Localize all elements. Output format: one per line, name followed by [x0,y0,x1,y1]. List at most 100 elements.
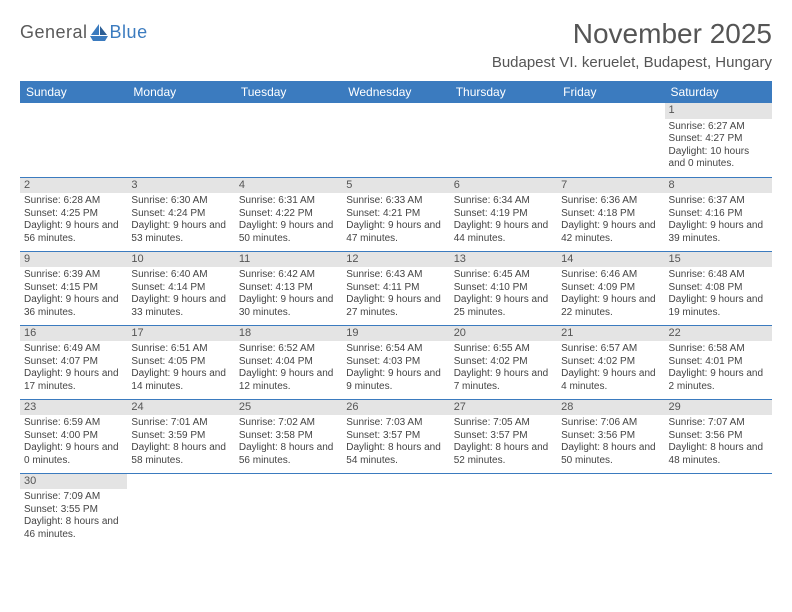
calendar-day-empty [235,103,342,177]
calendar-day: 21Sunrise: 6:57 AMSunset: 4:02 PMDayligh… [557,325,664,399]
day-number: 2 [20,178,127,194]
calendar-day: 28Sunrise: 7:06 AMSunset: 3:56 PMDayligh… [557,399,664,473]
calendar-day: 5Sunrise: 6:33 AMSunset: 4:21 PMDaylight… [342,177,449,251]
day-info: Sunrise: 7:02 AMSunset: 3:58 PMDaylight:… [239,417,338,467]
day-info: Sunrise: 6:33 AMSunset: 4:21 PMDaylight:… [346,195,445,245]
weekday-header: Thursday [450,81,557,103]
day-number: 28 [557,400,664,416]
calendar-day: 15Sunrise: 6:48 AMSunset: 4:08 PMDayligh… [665,251,772,325]
calendar-day: 12Sunrise: 6:43 AMSunset: 4:11 PMDayligh… [342,251,449,325]
calendar-day-empty [342,473,449,547]
weekday-header: Saturday [665,81,772,103]
day-number: 3 [127,178,234,194]
day-info: Sunrise: 6:52 AMSunset: 4:04 PMDaylight:… [239,343,338,393]
calendar-day: 23Sunrise: 6:59 AMSunset: 4:00 PMDayligh… [20,399,127,473]
calendar-day: 30Sunrise: 7:09 AMSunset: 3:55 PMDayligh… [20,473,127,547]
location-subtitle: Budapest VI. keruelet, Budapest, Hungary [492,54,772,71]
day-number: 11 [235,252,342,268]
day-number: 16 [20,326,127,342]
day-info: Sunrise: 7:07 AMSunset: 3:56 PMDaylight:… [669,417,768,467]
day-info: Sunrise: 6:36 AMSunset: 4:18 PMDaylight:… [561,195,660,245]
calendar-day: 29Sunrise: 7:07 AMSunset: 3:56 PMDayligh… [665,399,772,473]
calendar-week: 9Sunrise: 6:39 AMSunset: 4:15 PMDaylight… [20,251,772,325]
sailboat-icon [88,23,110,43]
calendar-day-empty [235,473,342,547]
day-info: Sunrise: 6:34 AMSunset: 4:19 PMDaylight:… [454,195,553,245]
day-info: Sunrise: 6:58 AMSunset: 4:01 PMDaylight:… [669,343,768,393]
day-number: 5 [342,178,449,194]
calendar-day: 18Sunrise: 6:52 AMSunset: 4:04 PMDayligh… [235,325,342,399]
day-number: 8 [665,178,772,194]
day-number: 7 [557,178,664,194]
day-info: Sunrise: 6:55 AMSunset: 4:02 PMDaylight:… [454,343,553,393]
calendar-day-empty [20,103,127,177]
day-number: 14 [557,252,664,268]
calendar-week: 30Sunrise: 7:09 AMSunset: 3:55 PMDayligh… [20,473,772,547]
day-number: 22 [665,326,772,342]
day-number: 9 [20,252,127,268]
day-info: Sunrise: 6:37 AMSunset: 4:16 PMDaylight:… [669,195,768,245]
day-number: 15 [665,252,772,268]
day-info: Sunrise: 6:48 AMSunset: 4:08 PMDaylight:… [669,269,768,319]
calendar-week: 1Sunrise: 6:27 AMSunset: 4:27 PMDaylight… [20,103,772,177]
logo: General Blue [20,22,148,43]
calendar-day: 2Sunrise: 6:28 AMSunset: 4:25 PMDaylight… [20,177,127,251]
weekday-header: Sunday [20,81,127,103]
day-info: Sunrise: 6:27 AMSunset: 4:27 PMDaylight:… [669,121,768,171]
day-number: 6 [450,178,557,194]
calendar-day: 13Sunrise: 6:45 AMSunset: 4:10 PMDayligh… [450,251,557,325]
day-info: Sunrise: 6:43 AMSunset: 4:11 PMDaylight:… [346,269,445,319]
calendar-day: 1Sunrise: 6:27 AMSunset: 4:27 PMDaylight… [665,103,772,177]
calendar-day: 6Sunrise: 6:34 AMSunset: 4:19 PMDaylight… [450,177,557,251]
day-number: 29 [665,400,772,416]
calendar-day: 3Sunrise: 6:30 AMSunset: 4:24 PMDaylight… [127,177,234,251]
weekday-header: Wednesday [342,81,449,103]
day-info: Sunrise: 7:06 AMSunset: 3:56 PMDaylight:… [561,417,660,467]
calendar-day: 24Sunrise: 7:01 AMSunset: 3:59 PMDayligh… [127,399,234,473]
day-info: Sunrise: 6:40 AMSunset: 4:14 PMDaylight:… [131,269,230,319]
logo-text-general: General [20,22,88,43]
calendar-day: 16Sunrise: 6:49 AMSunset: 4:07 PMDayligh… [20,325,127,399]
calendar-day: 7Sunrise: 6:36 AMSunset: 4:18 PMDaylight… [557,177,664,251]
day-number: 26 [342,400,449,416]
title-block: November 2025 Budapest VI. keruelet, Bud… [492,18,772,71]
weekday-header: Tuesday [235,81,342,103]
day-number: 20 [450,326,557,342]
calendar-day: 10Sunrise: 6:40 AMSunset: 4:14 PMDayligh… [127,251,234,325]
day-number: 17 [127,326,234,342]
day-info: Sunrise: 6:45 AMSunset: 4:10 PMDaylight:… [454,269,553,319]
calendar-day: 9Sunrise: 6:39 AMSunset: 4:15 PMDaylight… [20,251,127,325]
day-info: Sunrise: 7:01 AMSunset: 3:59 PMDaylight:… [131,417,230,467]
day-info: Sunrise: 6:51 AMSunset: 4:05 PMDaylight:… [131,343,230,393]
calendar-table: SundayMondayTuesdayWednesdayThursdayFrid… [20,81,772,547]
day-number: 19 [342,326,449,342]
calendar-week: 16Sunrise: 6:49 AMSunset: 4:07 PMDayligh… [20,325,772,399]
calendar-day: 17Sunrise: 6:51 AMSunset: 4:05 PMDayligh… [127,325,234,399]
calendar-day-empty [450,473,557,547]
day-info: Sunrise: 7:05 AMSunset: 3:57 PMDaylight:… [454,417,553,467]
weekday-header: Monday [127,81,234,103]
calendar-day-empty [665,473,772,547]
day-info: Sunrise: 7:09 AMSunset: 3:55 PMDaylight:… [24,491,123,541]
calendar-week: 23Sunrise: 6:59 AMSunset: 4:00 PMDayligh… [20,399,772,473]
calendar-week: 2Sunrise: 6:28 AMSunset: 4:25 PMDaylight… [20,177,772,251]
day-info: Sunrise: 6:31 AMSunset: 4:22 PMDaylight:… [239,195,338,245]
day-info: Sunrise: 6:46 AMSunset: 4:09 PMDaylight:… [561,269,660,319]
day-number: 27 [450,400,557,416]
weekday-header: Friday [557,81,664,103]
calendar-day-empty [127,103,234,177]
calendar-day: 26Sunrise: 7:03 AMSunset: 3:57 PMDayligh… [342,399,449,473]
day-info: Sunrise: 6:42 AMSunset: 4:13 PMDaylight:… [239,269,338,319]
logo-text-blue: Blue [110,22,148,43]
day-number: 30 [20,474,127,490]
day-info: Sunrise: 6:28 AMSunset: 4:25 PMDaylight:… [24,195,123,245]
calendar-day-empty [557,473,664,547]
calendar-day-empty [450,103,557,177]
calendar-day: 14Sunrise: 6:46 AMSunset: 4:09 PMDayligh… [557,251,664,325]
calendar-day-empty [557,103,664,177]
calendar-day: 4Sunrise: 6:31 AMSunset: 4:22 PMDaylight… [235,177,342,251]
calendar-day-empty [342,103,449,177]
day-number: 4 [235,178,342,194]
day-info: Sunrise: 6:39 AMSunset: 4:15 PMDaylight:… [24,269,123,319]
day-number: 10 [127,252,234,268]
